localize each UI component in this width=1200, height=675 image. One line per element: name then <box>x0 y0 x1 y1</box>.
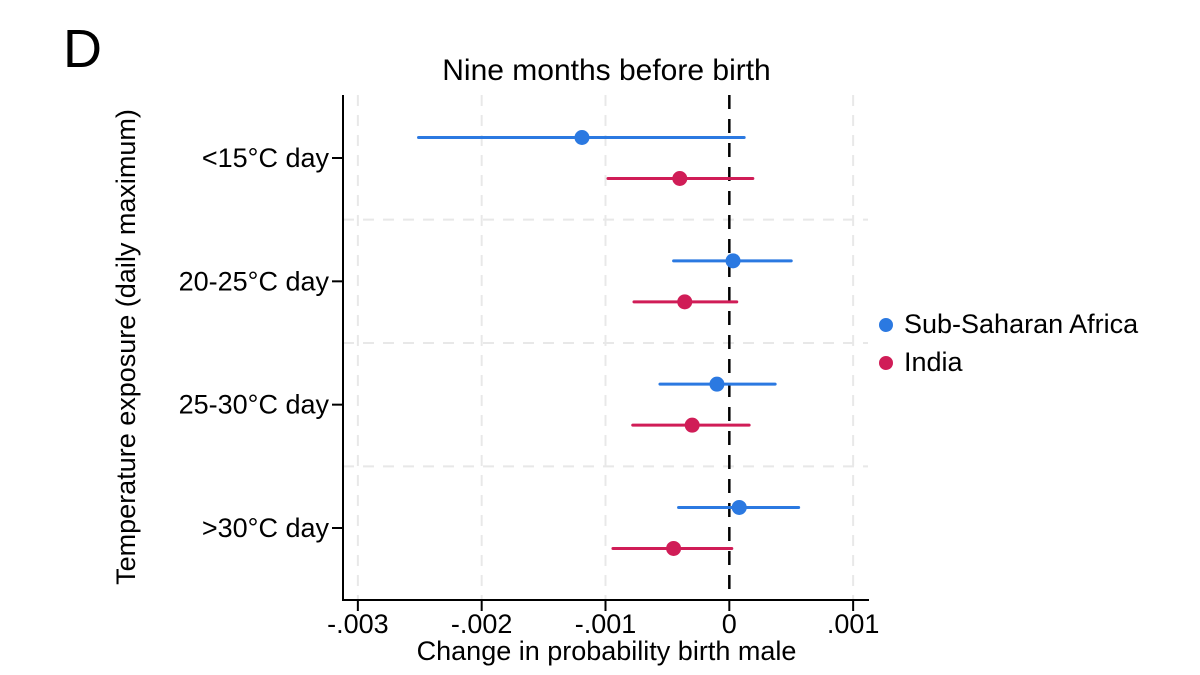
legend-item-sub-saharan-africa: Sub-Saharan Africa <box>879 309 1138 340</box>
category-label: <15°C day <box>202 143 330 173</box>
x-axis-title: Change in probability birth male <box>416 636 797 666</box>
legend-label: India <box>904 347 963 377</box>
point-estimate <box>672 171 688 186</box>
point-estimate <box>709 376 725 392</box>
x-tick-label: .001 <box>827 609 880 639</box>
point-estimate <box>731 499 747 515</box>
legend-item-india: India <box>879 347 1138 378</box>
legend-swatch-circle-icon <box>879 355 893 370</box>
panel-label: D <box>63 19 102 79</box>
x-tick-label: -.003 <box>327 609 389 639</box>
point-estimate <box>684 417 700 433</box>
x-tick-label: -.001 <box>575 609 637 639</box>
chart-title: Nine months before birth <box>442 54 771 87</box>
legend-swatch-circle-icon <box>879 317 893 332</box>
point-estimate <box>677 294 693 310</box>
y-axis-title: Temperature exposure (daily maximum) <box>111 109 141 585</box>
category-label: 20-25°C day <box>179 266 330 296</box>
point-estimate <box>574 130 590 145</box>
point-estimate <box>666 540 682 556</box>
point-estimate <box>725 253 741 269</box>
category-label: >30°C day <box>202 513 330 543</box>
legend-label: Sub-Saharan Africa <box>904 309 1139 339</box>
category-label: 25-30°C day <box>179 390 330 420</box>
x-tick-label: 0 <box>722 609 737 639</box>
x-tick-label: -.002 <box>451 609 513 639</box>
legend: Sub-Saharan Africa India <box>879 309 1138 378</box>
